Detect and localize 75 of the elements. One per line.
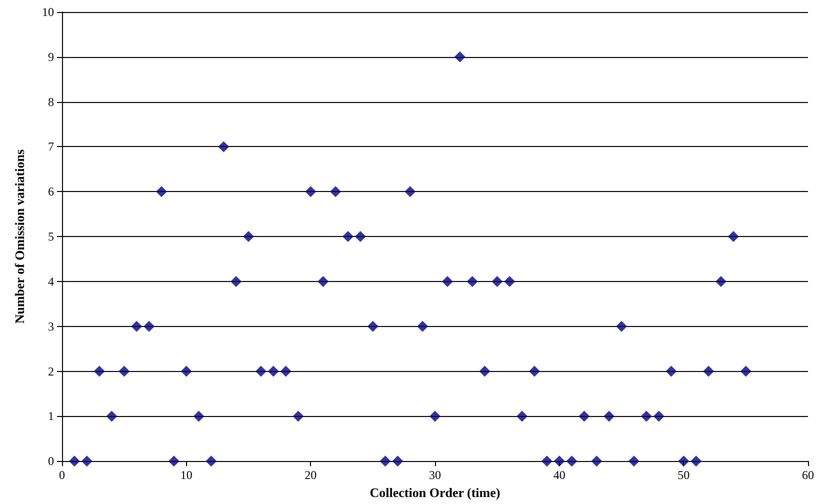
point [305, 186, 316, 198]
y-tick-label: 9 [48, 50, 54, 64]
point [591, 456, 602, 467]
point [715, 276, 726, 287]
point [180, 366, 192, 377]
y-tick-label: 5 [48, 230, 54, 244]
point [118, 366, 130, 377]
point [578, 410, 590, 422]
point [628, 456, 640, 467]
point [740, 366, 752, 377]
y-tick-label: 8 [48, 94, 54, 109]
point [653, 410, 664, 422]
point [541, 456, 552, 467]
point [81, 456, 92, 467]
point [280, 366, 292, 377]
point [168, 456, 180, 467]
point [728, 231, 739, 242]
point [292, 410, 304, 422]
point [492, 276, 503, 287]
point [430, 410, 440, 422]
point [380, 456, 391, 467]
x-tick-label: 40 [553, 468, 566, 482]
point [268, 366, 279, 377]
y-tick-label: 1 [48, 409, 54, 424]
point [616, 320, 627, 332]
x-tick-label: 60 [802, 468, 814, 482]
point [566, 456, 578, 467]
x-tick-label: 10 [180, 468, 192, 482]
y-tick-label: 0 [48, 454, 54, 468]
x-tick-label: 0 [59, 468, 65, 482]
point [193, 410, 204, 422]
point [528, 366, 540, 377]
point [604, 410, 615, 422]
x-axis-title: Collection Order (time) [370, 485, 500, 500]
point [131, 320, 142, 332]
point [243, 231, 254, 242]
point [367, 320, 378, 332]
point [640, 410, 652, 422]
point [554, 456, 565, 467]
y-tick-label: 10 [42, 5, 54, 19]
point [516, 410, 528, 422]
point [144, 320, 155, 332]
point [417, 320, 428, 332]
point [330, 186, 342, 198]
point [666, 366, 677, 377]
x-tick-label: 20 [304, 468, 317, 482]
point [404, 186, 416, 198]
x-tick-label: 50 [678, 468, 690, 482]
y-tick-label: 6 [48, 184, 54, 199]
point [318, 276, 329, 287]
x-tick-label: 30 [429, 468, 441, 482]
y-tick-label: 3 [48, 319, 54, 334]
point [678, 456, 690, 467]
y-tick-label: 2 [48, 364, 54, 378]
point [342, 231, 354, 242]
y-axis-title: Number of Omission variations [12, 149, 27, 324]
point [218, 141, 230, 152]
point [392, 456, 404, 467]
point [479, 366, 490, 377]
y-tick-label: 7 [48, 140, 54, 154]
point [703, 366, 714, 377]
point [442, 276, 453, 287]
point [94, 366, 105, 377]
point [454, 51, 466, 62]
y-tick-label: 4 [48, 274, 54, 288]
point [156, 186, 167, 198]
point [206, 456, 217, 467]
point [504, 276, 516, 287]
point [68, 456, 80, 467]
point [106, 410, 118, 422]
point [690, 456, 702, 467]
point [354, 231, 366, 242]
point [230, 276, 242, 287]
point [466, 276, 478, 287]
point [255, 366, 266, 377]
